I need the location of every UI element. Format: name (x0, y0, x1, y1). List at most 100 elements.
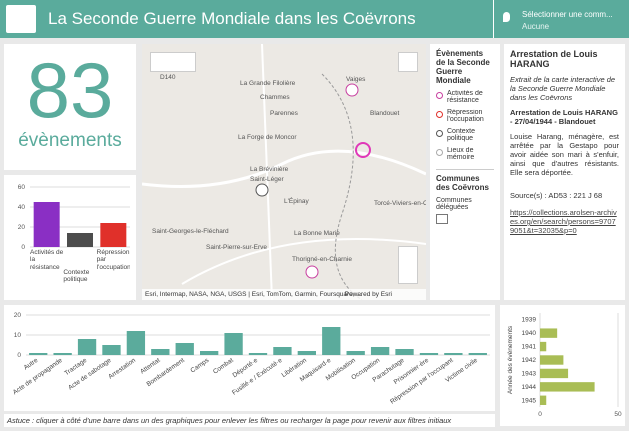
bar (468, 353, 487, 355)
divider (493, 0, 494, 38)
bar (540, 355, 564, 365)
bar (297, 351, 316, 355)
map-tools[interactable] (150, 52, 196, 72)
bar (100, 223, 127, 247)
bar (273, 347, 292, 355)
bar (444, 353, 463, 355)
attribution: Esri, Intermap, NASA, NGA, USGS | Esri, … (145, 291, 362, 298)
legend-label: Répression l'occupation (447, 109, 484, 123)
legend-title: Évènements de la Seconde Guerre Mondiale (436, 49, 490, 85)
y-tick-label: 0 (17, 352, 21, 359)
indicator-label: évènements (18, 130, 122, 151)
road (261, 44, 273, 300)
bar (29, 353, 48, 355)
details-intro: Extrait de la carte interactive de la Se… (510, 75, 616, 102)
details-body: Louise Harang, ménagère, est arrêtée par… (510, 132, 619, 177)
road (142, 149, 426, 188)
bar (322, 327, 341, 355)
legend-swatch (436, 92, 443, 99)
x-tick-label-box: Répression par l'occupation (96, 249, 130, 271)
bar (102, 345, 121, 355)
legend-item: Contexte politique (436, 128, 494, 142)
y-tick-label: 1939 (522, 317, 537, 324)
map-label: L'Épinay (284, 198, 309, 205)
y-tick-label: 1940 (522, 330, 537, 337)
bar (175, 343, 194, 355)
x-tick-label-box: Contexte politique (63, 269, 90, 284)
legend-swatch (436, 130, 443, 137)
legend-swatch (436, 149, 443, 156)
tip: Astuce : cliquer à côté d'une barre dans… (4, 414, 495, 427)
details-link[interactable]: https://collections.arolsen-archives.org… (510, 208, 617, 235)
legend-swatch (436, 214, 448, 224)
bar (77, 339, 97, 355)
chart: 0 50 1939 1940 1941 1942 1943 1944 1945 Année des… (507, 313, 622, 418)
y-tick-label: 1945 (522, 397, 537, 404)
legend-items: Communes déléguées (436, 197, 494, 224)
legend-label: Activités de résistance (447, 90, 483, 104)
y-tick-label: 1943 (522, 370, 537, 377)
indicator-value: 83 (26, 46, 114, 134)
bar (151, 349, 170, 355)
x-tick-label: Contexte politique (63, 269, 90, 284)
y-tick-label: 1944 (522, 384, 537, 391)
y-tick-label: 20 (14, 312, 22, 319)
y-tick-label: 1941 (522, 344, 537, 351)
legend-label: Communes déléguées (436, 197, 472, 211)
legend-item: Activités de résistance (436, 90, 494, 104)
marker[interactable] (305, 265, 319, 279)
legend: Évènements de la Seconde Guerre Mondiale… (430, 44, 500, 300)
bar (224, 333, 243, 355)
map[interactable]: D140 La Grande Filolière Chammes Parennes La… (142, 44, 426, 300)
x-tick-label: 50 (614, 411, 622, 418)
x-tick-label: Activités de la résistance (30, 249, 64, 271)
chart: 0 20 40 60 Activités de la résistanceContext… (18, 184, 130, 284)
legend-item: Lieux de mémoire (436, 147, 494, 161)
map-label: La Brévinière (250, 166, 289, 173)
selector[interactable]: Sélectionner une comm... (522, 10, 613, 19)
zoom-controls[interactable] (398, 246, 418, 284)
selector-value: Aucune (522, 22, 550, 31)
y-tick-label: 40 (18, 204, 26, 211)
marker[interactable] (255, 183, 269, 197)
bar (200, 351, 219, 355)
y-tick-label: 10 (14, 332, 22, 339)
x-tick-label: Répression par l'occupation (96, 249, 130, 271)
legend-title: Communes des Coëvrons (436, 174, 489, 192)
collapse-button[interactable] (398, 52, 418, 72)
x-tick-label-box: Activités de la résistance (30, 249, 64, 271)
pin-icon (503, 12, 510, 22)
y-tick-label: 1942 (522, 357, 537, 364)
details-heading: Arrestation de Louis HARANG - 27/04/1944… (510, 108, 618, 126)
chart-panel: 0 50 1939 1940 1941 1942 1943 1944 1945 Année des… (500, 305, 625, 426)
attribution-bar: Esri, Intermap, NASA, NGA, USGS | Esri, … (142, 289, 426, 300)
legend-label: Lieux de mémoire (447, 147, 475, 161)
map-label: Parennes (270, 110, 298, 117)
y-tick-label: 60 (18, 184, 26, 191)
logo (6, 5, 36, 33)
header: La Seconde Guerre Mondiale dans les Coëv… (0, 0, 629, 38)
bar (540, 395, 547, 405)
title: La Seconde Guerre Mondiale dans les Coëv… (48, 9, 416, 28)
x-tick-label: 0 (538, 411, 542, 418)
bar (395, 349, 414, 355)
map-label: D140 (160, 74, 176, 81)
details-title: Arrestation de Louis HARANG (510, 49, 598, 69)
marker[interactable] (345, 83, 359, 97)
legend-label: Contexte politique (447, 128, 476, 142)
bar (126, 331, 146, 355)
y-axis-title: Année des évènements (507, 325, 514, 394)
chart-panel: 0 20 40 60 Activités de la résistance Context… (4, 175, 136, 300)
y-tick-label: 0 (21, 244, 25, 251)
legend-swatch (436, 111, 443, 118)
chart-panel: 0 10 20 Autre Acte de propagande Tractage Acte… (4, 305, 495, 411)
map-label: Chammes (260, 94, 290, 101)
x-tick-label: Arrestation (107, 357, 137, 381)
legend-items: Activités de résistance Répression l'occu… (436, 90, 494, 161)
map-label: La Forge de Moncor (238, 134, 297, 141)
bar (419, 353, 439, 355)
marker-selected[interactable] (355, 142, 371, 158)
bar (53, 353, 72, 355)
